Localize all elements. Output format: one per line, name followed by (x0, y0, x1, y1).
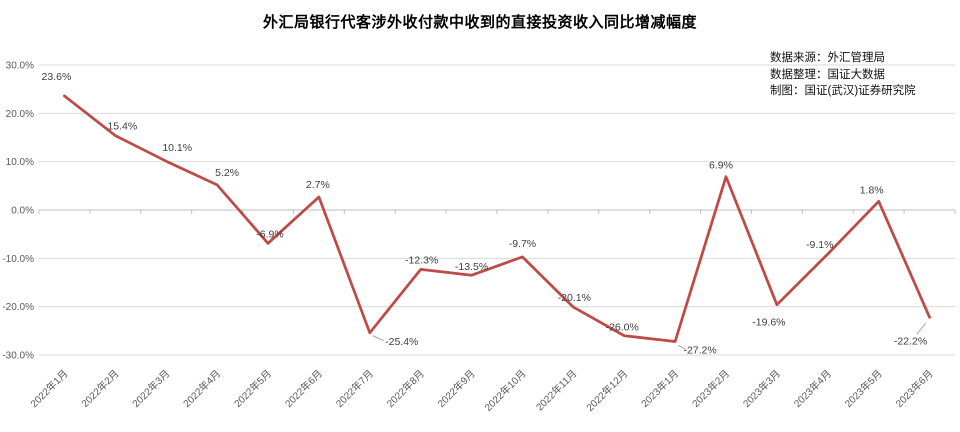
x-axis-label: 2022年1月 (28, 367, 71, 410)
label-leader-line (372, 335, 384, 342)
x-axis-label: 2022年2月 (78, 367, 121, 410)
data-point-label: 6.9% (709, 160, 733, 172)
x-axis-label: 2023年6月 (893, 367, 936, 410)
x-axis-label: 2022年8月 (384, 367, 427, 410)
data-point-label: -12.3% (405, 254, 438, 266)
data-point-label: 10.1% (162, 142, 192, 154)
data-point-label: -26.0% (606, 322, 639, 334)
data-point-label: -25.4% (385, 336, 418, 348)
x-axis-label: 2022年5月 (231, 367, 274, 410)
y-axis-label: 20.0% (6, 109, 34, 120)
data-point-label: -22.2% (894, 335, 927, 347)
y-axis-label: -10.0% (2, 254, 34, 265)
data-point-label: 15.4% (107, 121, 137, 133)
x-axis-label: 2022年9月 (435, 367, 478, 410)
label-leader-line (677, 345, 687, 350)
x-axis-label: 2022年3月 (129, 367, 172, 410)
data-point-label: -20.1% (558, 292, 591, 304)
x-axis-label: 2023年5月 (842, 367, 885, 410)
data-point-label: -27.2% (683, 344, 716, 356)
annotation-data-collation: 数据整理：国证大数据 (770, 68, 885, 81)
x-axis-label: 2022年12月 (583, 367, 630, 414)
data-point-label: -6.9% (256, 228, 283, 240)
x-axis-label: 2022年11月 (533, 367, 579, 413)
data-point-label: -19.6% (752, 317, 785, 329)
y-axis-label: 0.0% (11, 206, 34, 217)
source-annotation: 数据来源：外汇管理局 数据整理：国证大数据 制图：国证(武汉)证券研究院 (770, 50, 916, 100)
y-axis-label: -30.0% (2, 350, 34, 361)
data-point-label: 5.2% (215, 167, 239, 179)
x-axis-label: 2022年7月 (333, 367, 376, 410)
annotation-data-source: 数据来源：外汇管理局 (770, 52, 885, 64)
x-axis-label: 2023年4月 (791, 367, 834, 410)
data-point-label: -9.7% (509, 238, 536, 250)
x-axis-label: 2023年3月 (740, 367, 783, 410)
x-axis-label: 2022年6月 (282, 367, 325, 410)
y-axis-label: 30.0% (6, 61, 34, 72)
x-axis-label: 2022年4月 (180, 367, 223, 410)
label-leader-line (916, 322, 926, 335)
data-point-label: -9.1% (806, 239, 833, 251)
y-axis-label: -20.0% (2, 302, 34, 313)
x-axis-label: 2022年10月 (482, 367, 529, 414)
chart-title: 外汇局银行代客涉外收付款中收到的直接投资收入同比增减幅度 (262, 15, 697, 31)
y-axis-label: 10.0% (6, 157, 34, 168)
data-line (63, 94, 931, 343)
data-point-label: -13.5% (455, 261, 488, 273)
x-axis-label: 2023年2月 (689, 367, 732, 410)
data-point-label: 23.6% (42, 71, 72, 83)
data-point-label: 1.8% (860, 184, 884, 196)
data-point-label: 2.7% (306, 179, 330, 191)
annotation-chart-credit: 制图：国证(武汉)证券研究院 (770, 85, 916, 97)
x-axis-label: 2023年1月 (638, 367, 681, 410)
